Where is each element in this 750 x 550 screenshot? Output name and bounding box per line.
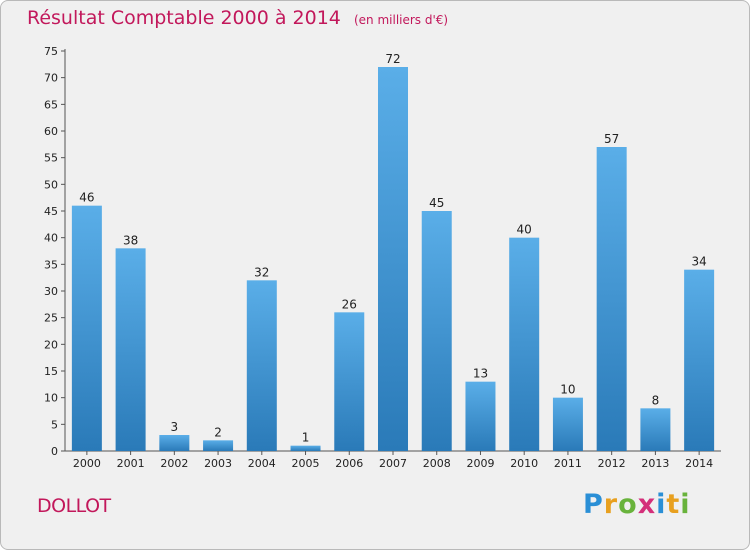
bar-value-label: 8	[652, 393, 660, 407]
bar-2006	[334, 312, 365, 451]
y-tick-label: 55	[44, 152, 58, 165]
x-tick-label: 2010	[510, 457, 538, 470]
bar-value-label: 13	[473, 367, 488, 381]
y-tick-label: 70	[44, 72, 58, 85]
y-tick-label: 40	[44, 232, 58, 245]
bar-value-label: 1	[302, 431, 310, 445]
bar-value-label: 2	[214, 425, 222, 439]
bar-2000	[71, 205, 102, 451]
chart-title: Résultat Comptable 2000 à 2014	[27, 7, 341, 29]
bar-2008	[421, 211, 452, 451]
x-tick-label: 2006	[335, 457, 363, 470]
x-axis: 2000 2001 2002 2003 2004 2005 2006 2007 2008 2009…	[65, 450, 721, 470]
bar-2003	[203, 440, 234, 451]
y-tick-label: 50	[44, 178, 58, 191]
x-tick-label: 2007	[379, 457, 407, 470]
y-tick-label: 5	[51, 418, 58, 431]
bar-2004	[246, 280, 277, 451]
y-tick-label: 10	[44, 392, 58, 405]
y-tick-label: 20	[44, 338, 58, 351]
y-tick-label: 60	[44, 125, 58, 138]
x-tick-label: 2011	[554, 457, 582, 470]
x-tick-label: 2002	[160, 457, 188, 470]
bar-2009	[465, 381, 496, 451]
y-tick-label: 45	[44, 205, 58, 218]
y-tick-label: 75	[44, 45, 58, 58]
x-tick-label: 2014	[685, 457, 713, 470]
y-tick-label: 35	[44, 258, 58, 271]
y-tick-label: 0	[51, 445, 58, 458]
bar-2007	[378, 67, 408, 451]
x-tick-label: 2009	[466, 457, 494, 470]
y-axis: 0 5 10 15 20 25 30 35 40 45 50 55 60 65 70 75	[44, 45, 66, 458]
bar-2013	[640, 408, 671, 451]
x-tick-label: 2005	[292, 457, 320, 470]
bar-2010	[509, 237, 540, 451]
x-tick-label: 2008	[423, 457, 451, 470]
bar-value-label: 38	[123, 233, 138, 247]
x-tick-label: 2003	[204, 457, 232, 470]
bar-value-label: 32	[254, 265, 269, 279]
bar-2014	[684, 269, 715, 451]
chart-title-block: Résultat Comptable 2000 à 2014 (en milli…	[27, 7, 448, 29]
bar-value-label: 45	[429, 196, 444, 210]
x-tick-label: 2012	[598, 457, 626, 470]
y-tick-label: 15	[44, 365, 58, 378]
y-tick-label: 65	[44, 98, 58, 111]
bar-value-label: 72	[385, 52, 400, 66]
bar-value-label: 10	[560, 383, 575, 397]
bar-2005	[290, 445, 321, 451]
y-tick-label: 30	[44, 285, 58, 298]
chart-subtitle: (en milliers d'€)	[353, 13, 449, 27]
x-tick-label: 2004	[248, 457, 276, 470]
bar-2002	[159, 435, 190, 451]
x-tick-label: 2000	[73, 457, 101, 470]
bar-2001	[115, 248, 146, 451]
bar-value-label: 46	[79, 191, 94, 205]
bar-value-label: 26	[342, 297, 357, 311]
location-name: DOLLOT	[37, 495, 111, 517]
y-tick-label: 25	[44, 312, 58, 325]
x-tick-label: 2001	[117, 457, 145, 470]
bar-value-label: 34	[691, 255, 706, 269]
bar-2011	[552, 397, 583, 451]
bar-value-label: 40	[517, 223, 532, 237]
proxiti-logo[interactable]: Proxiti	[583, 489, 691, 520]
bar-value-label: 57	[604, 132, 619, 146]
x-tick-label: 2013	[641, 457, 669, 470]
bar-value-label: 3	[171, 420, 179, 434]
bar-2012	[596, 147, 627, 451]
bars	[71, 67, 715, 451]
